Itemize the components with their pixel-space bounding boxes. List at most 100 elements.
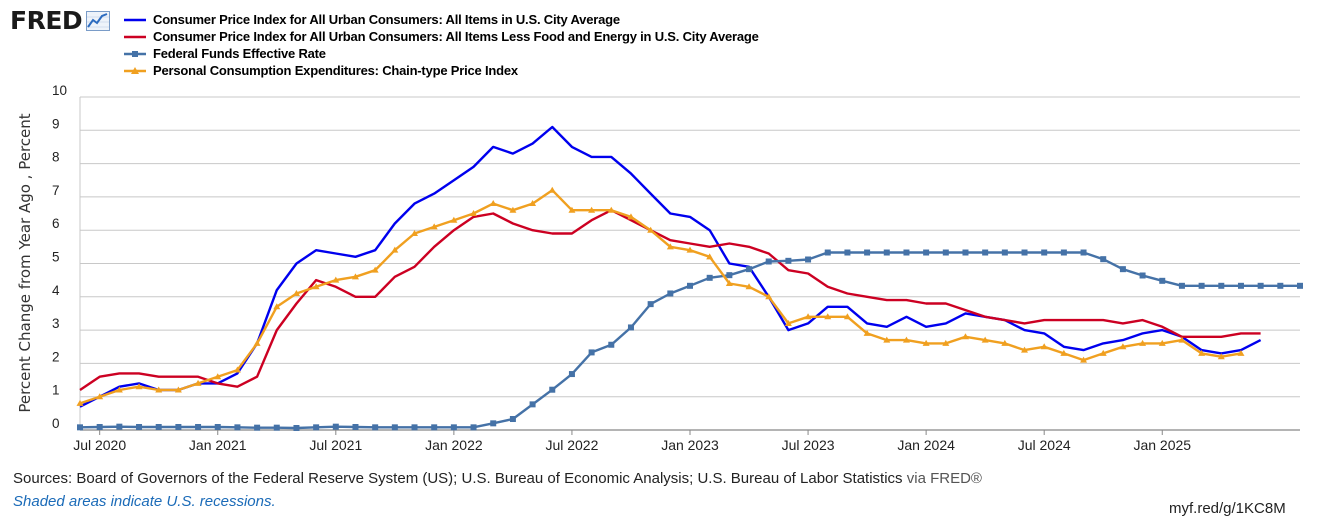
- legend-item-fed-funds[interactable]: Federal Funds Effective Rate: [123, 45, 759, 62]
- recession-note: Shaded areas indicate U.S. recessions.: [13, 493, 276, 510]
- data-point-2: [77, 424, 83, 431]
- data-point-3: [1099, 349, 1107, 356]
- data-point-3: [273, 303, 281, 310]
- data-point-2: [1297, 282, 1303, 289]
- data-point-2: [352, 424, 359, 431]
- data-point-2: [667, 290, 674, 297]
- data-point-2: [824, 249, 831, 256]
- data-point-2: [1001, 249, 1008, 256]
- data-point-3: [1001, 339, 1009, 346]
- data-point-2: [1198, 282, 1205, 289]
- data-point-3: [332, 276, 340, 283]
- data-point-2: [155, 424, 162, 431]
- x-tick-label: Jan 2025: [1133, 437, 1191, 453]
- data-point-3: [1021, 346, 1029, 353]
- data-point-2: [1100, 256, 1107, 263]
- data-point-2: [588, 349, 595, 356]
- data-point-3: [627, 213, 635, 220]
- data-point-2: [785, 257, 792, 264]
- data-point-2: [765, 258, 772, 265]
- fred-logo[interactable]: FRED: [10, 8, 111, 33]
- data-point-2: [844, 249, 851, 256]
- data-point-2: [706, 274, 713, 281]
- data-point-3: [371, 266, 379, 273]
- data-point-3: [961, 333, 969, 340]
- data-point-3: [430, 223, 438, 230]
- data-point-2: [234, 424, 241, 431]
- via-fred-text: via FRED®: [906, 470, 982, 487]
- data-point-3: [883, 336, 891, 343]
- data-point-3: [450, 216, 458, 223]
- series-line-3[interactable]: [79, 188, 1242, 405]
- data-point-3: [509, 206, 517, 213]
- data-point-2: [313, 424, 320, 431]
- data-point-3: [745, 283, 753, 290]
- x-tick-label: Jul 2023: [782, 437, 835, 453]
- data-point-3: [155, 386, 163, 393]
- data-point-3: [233, 366, 241, 373]
- y-tick-label: 5: [52, 250, 60, 265]
- data-point-3: [863, 329, 871, 336]
- data-point-3: [568, 206, 576, 213]
- data-point-2: [627, 324, 634, 331]
- data-point-2: [332, 423, 339, 430]
- data-point-2: [687, 282, 693, 289]
- legend-item-pce[interactable]: Personal Consumption Expenditures: Chain…: [123, 62, 759, 79]
- data-point-3: [706, 253, 714, 260]
- data-point-2: [273, 424, 280, 431]
- data-point-2: [647, 301, 654, 308]
- data-point-2: [1257, 282, 1264, 289]
- chart-legend: Consumer Price Index for All Urban Consu…: [123, 11, 759, 79]
- data-point-3: [115, 386, 123, 393]
- data-point-3: [253, 339, 261, 346]
- legend-swatch-fed-funds: [124, 50, 146, 57]
- data-point-3: [981, 336, 989, 343]
- x-tick-label: Jul 2020: [73, 437, 126, 453]
- data-point-2: [254, 424, 261, 431]
- data-point-3: [135, 383, 143, 390]
- legend-swatch-pce: [124, 66, 146, 74]
- data-point-2: [982, 249, 989, 256]
- data-point-2: [1178, 282, 1185, 289]
- data-point-2: [1218, 282, 1225, 289]
- data-point-3: [1139, 339, 1147, 346]
- data-point-3: [96, 393, 104, 400]
- x-tick-label: Jul 2024: [1018, 437, 1071, 453]
- data-point-3: [292, 289, 300, 296]
- data-point-3: [902, 336, 910, 343]
- data-point-3: [843, 313, 851, 320]
- series-line-0[interactable]: [79, 125, 1262, 408]
- line-chart[interactable]: 0 1 2 3 4 5 6 7 8 9 10 Jul 2020 Jan 2021 Jul 2021 Jan…: [0, 0, 1320, 470]
- data-point-3: [529, 200, 537, 207]
- data-point-2: [923, 249, 930, 256]
- data-point-3: [1198, 349, 1206, 356]
- short-link[interactable]: myf.red/g/1KC8M: [1169, 500, 1286, 517]
- data-point-3: [1158, 339, 1166, 346]
- data-point-2: [136, 424, 143, 431]
- data-point-2: [549, 386, 556, 393]
- data-point-3: [1080, 356, 1088, 363]
- x-tick-label: Jul 2022: [545, 437, 598, 453]
- data-point-3: [824, 313, 832, 320]
- data-point-2: [805, 256, 812, 263]
- data-point-2: [529, 401, 536, 408]
- data-point-3: [76, 399, 84, 406]
- data-point-3: [1040, 343, 1048, 350]
- legend-item-cpi[interactable]: Consumer Price Index for All Urban Consu…: [123, 11, 759, 28]
- legend-label-cpi: Consumer Price Index for All Urban Consu…: [153, 12, 620, 27]
- y-tick-label: 7: [52, 183, 60, 198]
- x-tick-label: Jan 2024: [897, 437, 955, 453]
- legend-item-core-cpi[interactable]: Consumer Price Index for All Urban Consu…: [123, 28, 759, 45]
- series-line-1[interactable]: [79, 208, 1261, 391]
- data-point-2: [509, 416, 516, 423]
- data-point-3: [1178, 336, 1186, 343]
- data-point-3: [1119, 343, 1127, 350]
- data-point-3: [942, 339, 950, 346]
- data-point-2: [450, 424, 457, 431]
- x-tick-label: Jul 2021: [309, 437, 362, 453]
- data-point-2: [726, 272, 733, 279]
- data-point-3: [312, 283, 320, 290]
- y-tick-label: 9: [52, 116, 60, 131]
- data-point-2: [1159, 277, 1166, 284]
- line-chart-icon: [86, 10, 111, 31]
